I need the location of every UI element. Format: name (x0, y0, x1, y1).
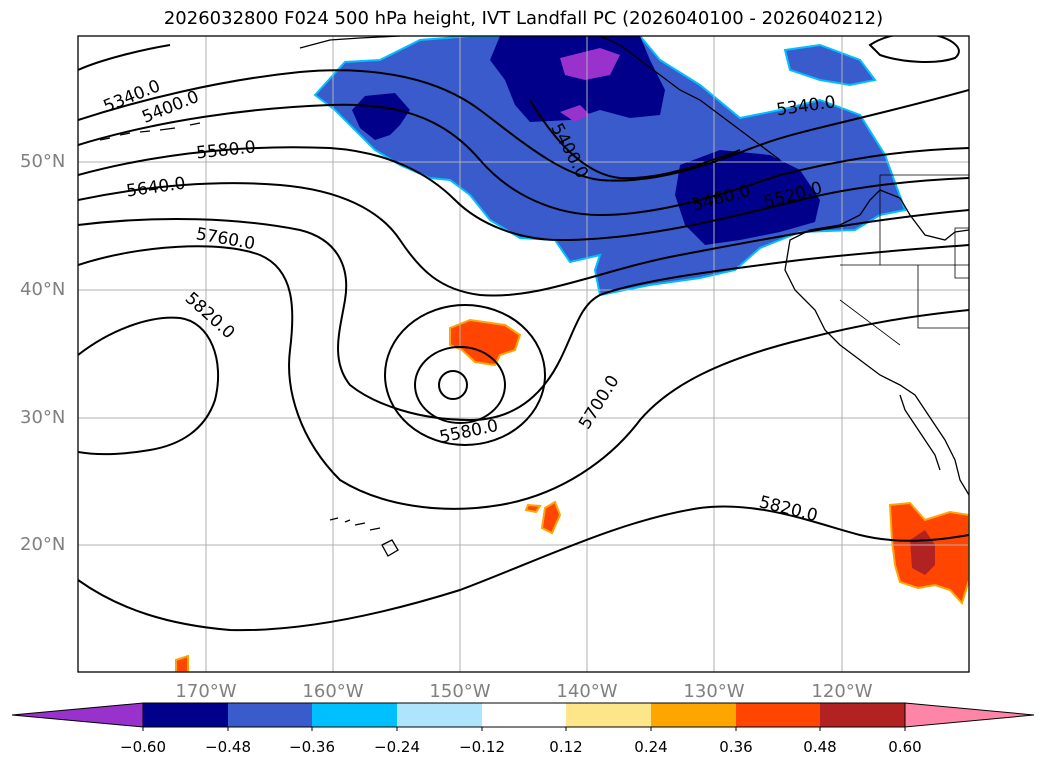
colorbar-bin (312, 703, 397, 727)
latitude-label: 50°N (20, 151, 66, 172)
colorbar-tick-label: −0.24 (374, 738, 420, 756)
height-contour (438, 370, 468, 400)
height-contour (529, 99, 741, 180)
contour-label: 5820.0 (181, 289, 239, 344)
aleutian-islands (99, 122, 201, 141)
height-contour (78, 103, 969, 217)
ivt-positive-area (540, 500, 562, 535)
height-contour (78, 36, 79, 72)
colorbar-bin (397, 703, 482, 727)
contour-label: 5820.0 (757, 492, 820, 526)
colorbar-tick-label: 0.48 (803, 738, 837, 756)
coastline-north-america (784, 189, 969, 496)
ivt-negative-area (783, 43, 877, 87)
latitude-label: 30°N (20, 407, 66, 428)
height-contour (78, 69, 969, 182)
height-contour (78, 182, 969, 297)
colorbar-tick-label: −0.48 (205, 738, 251, 756)
ivt-extreme-negative-area (560, 48, 620, 80)
colorbar (11, 702, 1035, 731)
colorbar-extend-high (904, 702, 1035, 728)
height-contour (78, 245, 969, 510)
height-contour (78, 316, 220, 456)
colorbar-bin (482, 703, 566, 727)
colorbar-frame (142, 702, 906, 728)
height-contour (78, 146, 969, 242)
colorbar-tick-label: −0.36 (289, 738, 335, 756)
longitude-label: 140°W (556, 681, 618, 702)
contour-label: 5700.0 (575, 372, 623, 433)
longitude-label: 160°W (302, 681, 364, 702)
ivt-positive-area (524, 503, 542, 514)
height-contour (384, 304, 546, 446)
contour-label: 5580.0 (195, 137, 256, 163)
height-contours (78, 36, 969, 632)
longitude-label: 120°W (811, 681, 873, 702)
colorbar-extend-low (11, 702, 144, 728)
colorbar-bin (651, 703, 736, 727)
contour-label: 5760.0 (194, 224, 256, 254)
gridlines (78, 36, 969, 672)
colorbar-ticks (142, 727, 906, 731)
coastlines (99, 36, 969, 557)
colorbar-tick-label: 0.24 (634, 738, 668, 756)
ivt-shading (175, 36, 969, 672)
height-contour (414, 346, 506, 424)
ivt-positive-area (449, 318, 522, 367)
colorbar-tick-label: 0.36 (719, 738, 753, 756)
latitude-label: 40°N (20, 279, 66, 300)
colorbar-bin (736, 703, 820, 727)
longitude-label: 150°W (429, 681, 491, 702)
height-contour (78, 505, 969, 632)
colorbar-bin (566, 703, 651, 727)
ivt-extreme-negative-area (560, 105, 590, 122)
colorbar-tick-label: −0.12 (459, 738, 505, 756)
height-contour (868, 36, 960, 63)
colorbar-bin (228, 703, 312, 727)
height-contour (78, 44, 171, 71)
colorbar-tick-label: −0.60 (120, 738, 166, 756)
map-title: 2026032800 F024 500 hPa height, IVT Land… (163, 8, 884, 29)
longitude-label: 130°W (683, 681, 745, 702)
coastline-baja (899, 394, 941, 471)
map-frame (77, 35, 970, 673)
longitude-label: 170°W (175, 681, 237, 702)
colorbar-tick-label: 0.60 (888, 738, 922, 756)
height-contour (78, 217, 969, 422)
colorbar-bin (143, 703, 228, 727)
ivt-strong-negative-area (490, 36, 665, 122)
hawaii-islands (329, 517, 399, 557)
ivt-positive-area (175, 654, 189, 672)
colorbar-tick-label: 0.12 (549, 738, 583, 756)
colorbar-bin (820, 703, 905, 727)
contour-label: 5640.0 (125, 174, 187, 202)
latitude-label: 20°N (20, 534, 66, 555)
coastline-alaska (299, 36, 781, 161)
